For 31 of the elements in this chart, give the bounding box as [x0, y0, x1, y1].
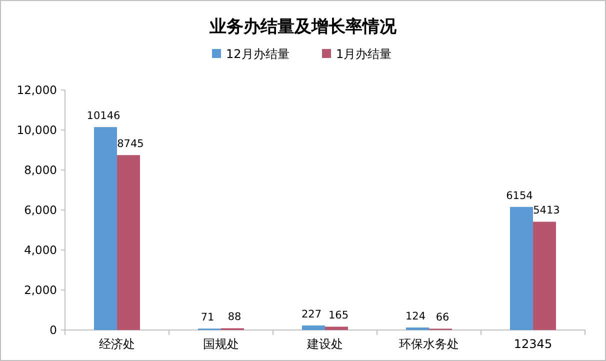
legend-label: 1月办结量: [336, 47, 392, 61]
bar: [533, 222, 556, 330]
data-label: 165: [328, 310, 349, 322]
x-tick-label: 建设处: [306, 337, 343, 351]
chart-title: 业务办结量及增长率情况: [208, 17, 398, 37]
y-tick-label: 4,000: [24, 243, 57, 257]
y-tick-label: 0: [50, 323, 57, 337]
bar: [94, 127, 117, 330]
bar: [117, 155, 140, 330]
bar: [510, 206, 533, 330]
x-tick-label: 经济处: [99, 337, 135, 351]
y-tick-label: 2,000: [24, 283, 57, 297]
data-label: 71: [200, 312, 214, 324]
data-label: 88: [228, 311, 242, 324]
y-tick-label: 12,000: [16, 83, 57, 97]
y-tick-label: 6,000: [24, 203, 57, 217]
data-label: 66: [436, 312, 450, 324]
x-tick-label: 12345: [514, 337, 552, 351]
bar: [302, 325, 325, 330]
legend-label: 12月办结量: [226, 47, 290, 61]
data-label: 227: [301, 308, 322, 320]
data-label: 8745: [117, 138, 144, 150]
data-label: 5413: [533, 204, 560, 217]
bar: [325, 326, 348, 330]
y-tick-label: 8,000: [24, 163, 57, 177]
data-label: 10146: [86, 110, 121, 122]
x-tick-label: 国规处: [203, 337, 239, 351]
data-label: 6154: [506, 190, 534, 202]
data-label: 124: [405, 310, 426, 323]
x-tick-label: 环保水务处: [399, 337, 459, 351]
y-tick-label: 10,000: [16, 123, 57, 137]
